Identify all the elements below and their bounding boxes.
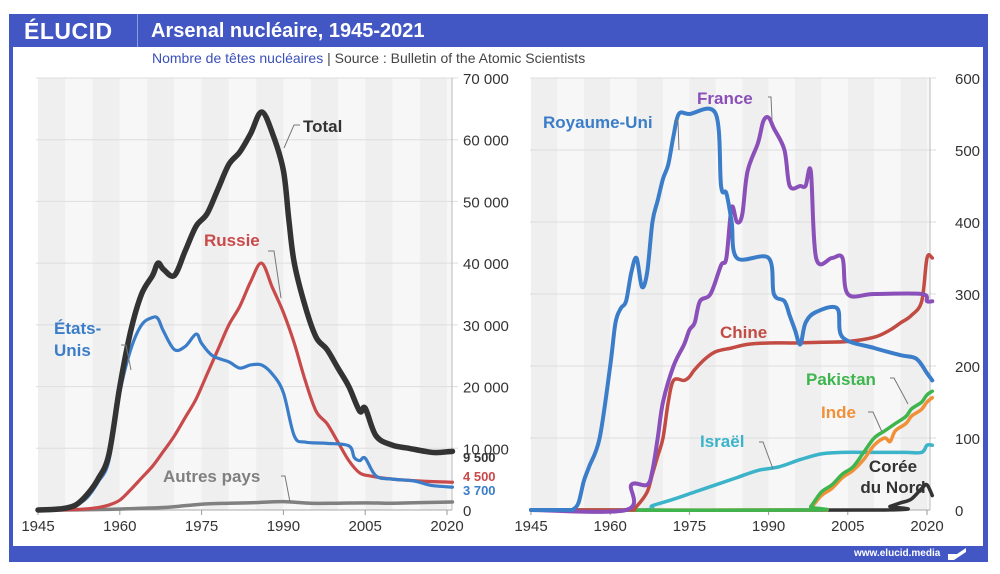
x-tick-label: 1945 (21, 518, 54, 535)
x-tick-label: 2005 (831, 518, 864, 535)
x-tick-label: 1960 (103, 518, 136, 535)
y-tick-label: 400 (955, 215, 980, 232)
background-band (65, 78, 93, 510)
subtitle-separator: | (323, 50, 335, 66)
series-label-coree-du-nord: du Nord (860, 478, 925, 497)
series-label-etats-unis: Unis (54, 341, 91, 360)
y-tick-label: 30 000 (463, 318, 509, 335)
y-tick-label: 10 000 (463, 441, 509, 458)
background-band (38, 78, 66, 510)
x-tick-label: 2005 (349, 518, 382, 535)
page-title: Arsenal nucléaire, 1945-2021 (151, 20, 425, 42)
background-bands (38, 78, 452, 510)
y-tick-label: 20 000 (463, 380, 509, 397)
y-tick-label: 500 (955, 143, 980, 160)
background-band (92, 78, 120, 510)
series-line-israel (529, 442, 935, 513)
series-label-inde: Inde (821, 403, 856, 422)
x-tick-label: 1990 (752, 518, 785, 535)
label-leader-line (268, 250, 282, 299)
y-tick-label: 0 (955, 503, 963, 520)
x-tick-label: 2020 (430, 518, 463, 535)
background-band (174, 78, 202, 510)
background-band (147, 78, 175, 510)
footer-bar (9, 546, 988, 562)
x-tick-label: 1975 (673, 518, 706, 535)
background-band (447, 78, 452, 510)
label-leader-line (868, 411, 883, 433)
subtitle-lead: Nombre de têtes nucléaires (152, 50, 324, 66)
series-label-israel: Israël (700, 432, 744, 451)
series-label-pakistan: Pakistan (806, 370, 876, 389)
series-label-france: France (697, 89, 753, 108)
series-line-pakistan (529, 389, 935, 513)
x-tick-label: 2020 (910, 518, 943, 535)
background-band (310, 78, 338, 510)
y-tick-label: 60 000 (463, 133, 509, 150)
x-tick-label: 1990 (267, 518, 300, 535)
series-line-russie (36, 261, 455, 512)
series-label-chine: Chine (720, 323, 767, 342)
series-label-total: Total (303, 117, 342, 136)
x-tick-label: 1945 (514, 518, 547, 535)
logo-separator (137, 14, 138, 47)
series-label-coree-du-nord: Corée (869, 457, 917, 476)
series-label-royaume-uni: Royaume-Uni (543, 113, 653, 132)
label-leader-line (890, 377, 909, 405)
y-tick-label: 600 (955, 71, 980, 88)
footer-url: www.elucid.media (854, 548, 941, 559)
y-tick-label: 50 000 (463, 194, 509, 211)
series-label-autres-pays: Autres pays (163, 467, 260, 486)
background-band (337, 78, 366, 510)
gridlines (36, 77, 458, 449)
series-line-france (529, 115, 935, 514)
end-value-label: 4 500 (463, 469, 496, 484)
y-tick-label: 100 (955, 431, 980, 448)
series-line-royaume-uni (529, 106, 935, 513)
label-leader-line (283, 124, 300, 149)
series-line-total (35, 109, 456, 513)
background-band (201, 78, 229, 510)
background-band (392, 78, 420, 510)
background-band (419, 78, 447, 510)
brand-flag-icon (948, 548, 966, 560)
subtitle: Nombre de têtes nucléaires | Source : Bu… (152, 50, 585, 66)
end-value-label: 9 500 (463, 450, 496, 465)
y-tick-label: 200 (955, 359, 980, 376)
series-line-chine (529, 253, 935, 512)
label-leader-line (281, 475, 291, 503)
y-tick-label: 40 000 (463, 256, 509, 273)
label-leader-line (674, 120, 680, 151)
x-tick-label: 1975 (185, 518, 218, 535)
logo: ÉLUCID (24, 18, 113, 44)
series-label-etats-unis: États- (54, 319, 101, 338)
header-bar (9, 14, 988, 47)
label-leader-line (759, 441, 774, 470)
subtitle-source: Source : Bulletin of the Atomic Scientis… (334, 50, 586, 66)
y-tick-label: 70 000 (463, 71, 509, 88)
end-value-label: 3 700 (463, 483, 496, 498)
label-leader-line (121, 344, 132, 371)
y-tick-label: 300 (955, 287, 980, 304)
series-line-autres-pays (36, 499, 455, 512)
x-tick-label: 1960 (594, 518, 627, 535)
series-label-russie: Russie (204, 231, 260, 250)
label-leader-line (768, 96, 773, 121)
y-tick-label: 0 (463, 503, 471, 520)
